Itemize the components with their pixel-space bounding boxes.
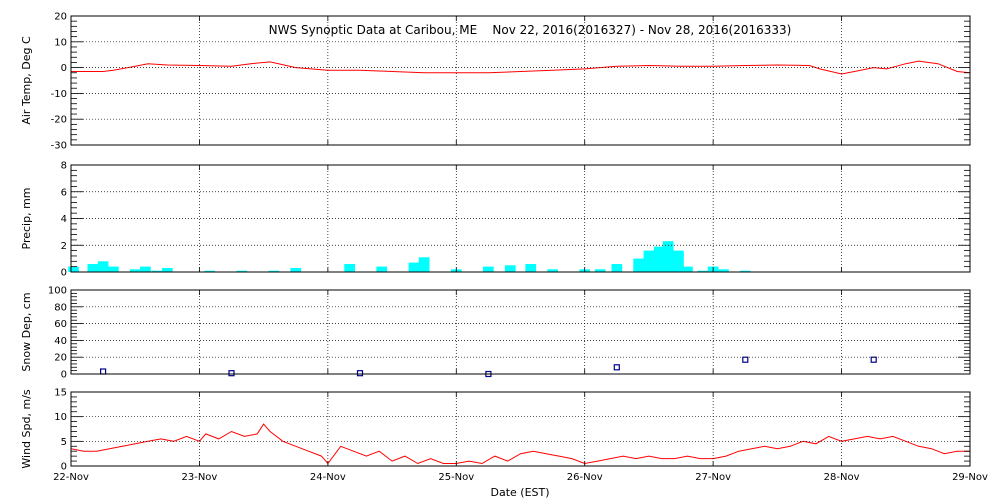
wind-speed-ytick-label: 10	[54, 412, 67, 423]
precip-bar	[268, 270, 280, 272]
wind-speed-frame	[70, 391, 971, 467]
precip-bar	[140, 266, 151, 272]
air-temp-ytick-label: -10	[51, 89, 67, 100]
precip-frame	[70, 164, 971, 273]
air-temp-ytick-label: -30	[51, 141, 67, 152]
air-temp-ytick-label: -20	[51, 115, 67, 126]
wind-speed-ytick-label: 15	[54, 388, 67, 399]
precip-bar	[673, 250, 684, 272]
snow-depth-ylabel: Snow Dep, cm	[20, 292, 33, 371]
precip-bar	[108, 266, 119, 272]
precip-bar	[653, 246, 665, 272]
precip-bar	[547, 269, 558, 272]
precip-bar	[97, 261, 109, 272]
precip-bar	[697, 270, 709, 272]
precip-bar	[643, 250, 655, 272]
snow-depth-ytick-label: 0	[61, 370, 67, 381]
x-tick-label: 23-Nov	[181, 472, 217, 483]
snow-depth-point	[613, 364, 620, 371]
precip-bar	[68, 266, 79, 272]
x-tick-label: 27-Nov	[695, 472, 731, 483]
x-tick-label: 29-Nov	[952, 472, 988, 483]
snow-depth-frame	[70, 289, 971, 375]
snow-depth-point	[742, 356, 749, 363]
precip-bar	[151, 270, 163, 272]
x-tick-label: 24-Nov	[310, 472, 346, 483]
air-temp-ytick-label: 0	[61, 63, 67, 74]
precip-bar	[525, 264, 537, 272]
panel-precip: 0 2 4 6 8 Precip, mm	[20, 161, 971, 279]
precip-ylabel: Precip, mm	[20, 188, 33, 250]
precip-bar	[129, 269, 141, 272]
air-temp-ylabel: Air Temp, Deg C	[20, 36, 33, 125]
precip-bar	[236, 270, 248, 272]
panel-snow-depth: 0 20 40 60 80 100 Snow Dep, cm	[20, 286, 971, 381]
precip-bar	[418, 257, 430, 272]
precip-bar	[408, 262, 420, 272]
precip-bar	[376, 266, 388, 272]
x-tick-label: 25-Nov	[438, 472, 474, 483]
chart-title: NWS Synoptic Data at Caribou, ME Nov 22,…	[269, 23, 792, 37]
precip-bar	[504, 265, 516, 272]
air-temp-series-line	[71, 60, 971, 75]
precip-bar	[633, 258, 644, 272]
snow-depth-ytick-label: 20	[54, 353, 67, 364]
precip-bar	[162, 268, 173, 272]
precip-bar	[662, 241, 674, 272]
precip-bar	[682, 266, 693, 272]
panel-wind-speed: 0 5 10 15 Wind Spd, m/s	[20, 388, 971, 473]
wind-speed-ytick-label: 5	[61, 437, 67, 448]
precip-bar	[483, 266, 494, 272]
precip-bar	[87, 264, 99, 272]
precip-bar	[204, 270, 216, 272]
air-temp-ytick-label: 10	[54, 37, 67, 48]
precip-ytick-label: 6	[61, 187, 67, 198]
x-tick-label: 28-Nov	[824, 472, 860, 483]
snow-depth-ytick-label: 60	[54, 319, 67, 330]
precip-ytick-label: 4	[61, 214, 67, 225]
precip-bar	[718, 269, 729, 272]
wind-speed-ylabel: Wind Spd, m/s	[20, 389, 33, 469]
snow-depth-point	[356, 370, 364, 377]
snow-depth-ytick-label: 40	[54, 336, 67, 347]
precip-ytick-label: 2	[61, 241, 67, 252]
snow-depth-point	[870, 356, 877, 363]
snow-depth-ytick-label: 80	[54, 302, 67, 313]
precip-bar	[594, 269, 606, 272]
snow-depth-point	[99, 368, 107, 375]
snow-depth-ytick-label: 100	[48, 286, 67, 297]
panels-layer: -30 -20 -10 0 10 20 Air Temp, Deg C 0 2 4 6 8 Precip…	[20, 12, 988, 484]
x-tick-label: 22-Nov	[53, 472, 89, 483]
wind-speed-ytick-label: 0	[61, 462, 67, 473]
snow-depth-point	[228, 370, 235, 377]
air-temp-ytick-label: 20	[54, 12, 67, 23]
precip-bar	[739, 270, 751, 272]
air-temp-frame	[70, 15, 971, 146]
wind-speed-series-line	[70, 423, 970, 465]
precip-ytick-label: 0	[61, 268, 67, 279]
precip-bar	[611, 264, 623, 272]
panel-air-temp: -30 -20 -10 0 10 20 Air Temp, Deg C	[20, 12, 971, 152]
precip-ytick-label: 8	[61, 161, 67, 172]
precip-bar	[344, 264, 355, 272]
precip-bar	[290, 268, 302, 272]
x-tick-label: 26-Nov	[567, 472, 603, 483]
x-axis-label: Date (EST)	[490, 486, 549, 499]
